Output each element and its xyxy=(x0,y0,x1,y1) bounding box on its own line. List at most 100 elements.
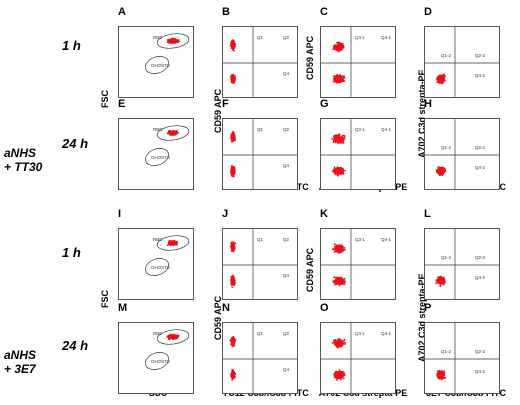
quadrant-label-q1-2: Q1-2 xyxy=(441,145,452,150)
event-dot xyxy=(232,40,235,43)
event-dot xyxy=(335,250,338,253)
event-dot xyxy=(231,286,234,289)
event-dot xyxy=(341,343,344,346)
event-dot xyxy=(231,139,234,141)
event-dot xyxy=(231,40,233,43)
event-dot xyxy=(172,334,174,337)
event-dot xyxy=(337,41,340,44)
event-dot xyxy=(232,369,234,372)
event-dot xyxy=(233,135,236,138)
event-dot xyxy=(232,45,235,47)
event-dot xyxy=(439,168,442,171)
quadrant-label-q1: Q1 xyxy=(257,237,264,242)
event-dot xyxy=(435,282,437,284)
event-dot xyxy=(233,79,236,82)
event-dot xyxy=(338,138,341,140)
event-dot xyxy=(333,136,335,139)
event-dot xyxy=(343,282,346,284)
event-dot xyxy=(335,173,337,176)
event-dot xyxy=(440,172,443,175)
event-dot xyxy=(443,283,445,286)
event-dot xyxy=(339,250,341,253)
event-dot xyxy=(342,248,345,251)
quadrant-label-q2: Q2 xyxy=(283,331,290,336)
quadrant-label-q3-1: Q3-1 xyxy=(355,35,366,40)
panel-letter-C: C xyxy=(320,6,328,18)
event-dot xyxy=(332,170,334,173)
event-dot xyxy=(167,335,169,338)
event-dot xyxy=(344,343,346,345)
event-dot xyxy=(341,374,343,376)
event-dot xyxy=(232,338,235,341)
event-dot xyxy=(342,170,345,173)
event-dot xyxy=(340,137,342,139)
plot-panel-M: RBC GHOSTS xyxy=(118,322,194,394)
time-label-1h-a: 1 h xyxy=(62,38,81,53)
event-dot xyxy=(335,340,338,343)
plot-panel-G: Q3-1 Q4-1 xyxy=(320,118,396,190)
event-dot xyxy=(338,79,341,82)
event-dot xyxy=(339,278,342,281)
quadrant-label-q1-2: Q1-2 xyxy=(441,53,452,58)
event-dot xyxy=(335,373,338,376)
event-dot xyxy=(332,280,335,282)
event-dot xyxy=(340,48,343,51)
event-dot xyxy=(230,282,233,285)
event-dot xyxy=(333,280,336,282)
plot-panel-D: Q1-2 Q2-2 Q4-2 xyxy=(424,26,500,98)
event-dot xyxy=(336,279,339,282)
event-dot xyxy=(343,339,345,342)
plot-canvas: Q1-2 Q2-2Q4-2 xyxy=(425,229,499,299)
event-dot xyxy=(335,342,337,345)
event-dot xyxy=(230,77,233,79)
quadrant-label-q4: Q4 xyxy=(283,367,290,372)
quadrant-label-q1: Q1 xyxy=(257,35,264,40)
event-dot xyxy=(232,133,234,136)
event-dot xyxy=(335,281,338,283)
event-dot xyxy=(437,166,439,169)
panel-letter-E: E xyxy=(118,98,126,110)
event-dot xyxy=(334,373,336,376)
event-dot xyxy=(171,42,173,44)
gate-label-rbc: RBC xyxy=(153,237,163,242)
event-dot xyxy=(175,40,178,42)
event-dot xyxy=(331,138,334,140)
event-dot xyxy=(333,276,336,278)
event-dot xyxy=(167,38,169,41)
event-dot xyxy=(234,242,237,245)
event-dot xyxy=(341,136,344,139)
gate-label-rbc: RBC xyxy=(153,331,163,336)
time-label-24h-b: 24 h xyxy=(62,338,89,353)
event-dot xyxy=(444,75,446,78)
event-dot xyxy=(231,43,234,45)
event-dot xyxy=(231,244,233,247)
event-dot xyxy=(168,39,171,42)
event-dot xyxy=(440,276,443,279)
gate-label-rbc: RBC xyxy=(153,35,163,40)
ghosts-gate xyxy=(145,352,169,370)
plot-panel-F: Q1 Q2 Q4 xyxy=(222,118,298,190)
event-dot xyxy=(231,76,234,78)
event-dot xyxy=(343,372,345,374)
event-dot xyxy=(335,379,338,381)
event-dot xyxy=(442,76,445,79)
event-dot xyxy=(232,345,234,348)
event-dot xyxy=(333,248,335,251)
event-dot xyxy=(336,277,339,280)
event-dot xyxy=(339,140,342,143)
plot-canvas: Q1-2 Q2-2Q4-2 xyxy=(425,119,499,189)
event-dot xyxy=(340,378,342,381)
event-dot xyxy=(341,75,343,78)
plot-panel-O: Q3-1 Q4-1 xyxy=(320,322,396,394)
quadrant-label-q2-2: Q2-2 xyxy=(475,255,486,260)
plot-canvas: Q3-1 Q4-1 xyxy=(321,323,395,393)
event-dot xyxy=(332,80,335,82)
event-dot xyxy=(340,139,343,142)
group-label-3e7: aNHS + 3E7 xyxy=(4,348,36,376)
event-dot xyxy=(169,131,172,134)
plot-panel-K: Q3-1 Q4-1 xyxy=(320,228,396,300)
rbc-gate xyxy=(156,235,190,251)
